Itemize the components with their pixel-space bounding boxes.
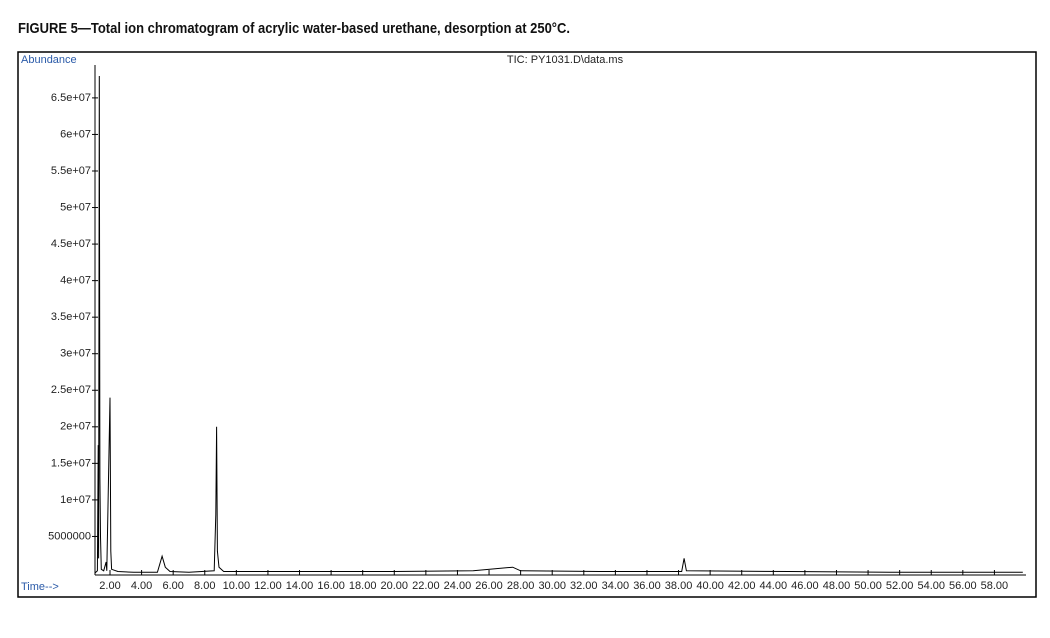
x-tick-label: 36.00 [633,580,661,592]
x-tick-label: 56.00 [949,580,977,592]
y-tick-label: 1.5e+07 [51,457,91,469]
y-tick-label: 4e+07 [60,275,91,287]
frame [17,51,1037,598]
x-tick-label: 10.00 [223,580,251,592]
y-tick-label: 3.5e+07 [51,311,91,323]
x-tick-label: 50.00 [854,580,882,592]
signal-line [94,75,1023,574]
x-tick-label: 24.00 [444,580,472,592]
y-tick-label: 6e+07 [60,128,91,140]
y-axis-label: Abundance [21,54,77,66]
x-tick-label: 12.00 [254,580,282,592]
x-tick-label: 28.00 [507,580,535,592]
x-tick-label: 52.00 [886,580,914,592]
x-tick-label: 42.00 [728,580,756,592]
x-tick-label: 2.00 [99,580,120,592]
y-tick-label: 5.5e+07 [51,165,91,177]
x-tick-label: 14.00 [286,580,314,592]
x-tick-label: 16.00 [317,580,345,592]
x-tick-label: 40.00 [696,580,724,592]
x-tick-label: 44.00 [760,580,788,592]
chart-title: FIGURE 5—Total ion chromatogram of acryl… [18,20,570,37]
x-tick-label: 54.00 [917,580,945,592]
y-tick-label: 5000000 [48,530,91,542]
x-tick-label: 32.00 [570,580,598,592]
x-axis-label: Time--> [21,581,59,593]
x-tick-label: 6.00 [162,580,183,592]
x-tick-label: 8.00 [194,580,215,592]
x-tick-label: 26.00 [475,580,503,592]
x-tick-label: 48.00 [823,580,851,592]
x-tick-label: 30.00 [538,580,566,592]
y-tick-label: 2.5e+07 [51,384,91,396]
x-tick-label: 38.00 [665,580,693,592]
y-tick-label: 6.5e+07 [51,92,91,104]
x-tick-label: 34.00 [602,580,630,592]
x-tick-label: 22.00 [412,580,440,592]
y-tick-label: 3e+07 [60,348,91,360]
y-tick-label: 5e+07 [60,201,91,213]
y-tick-label: 1e+07 [60,494,91,506]
y-tick-label: 2e+07 [60,421,91,433]
x-tick-label: 4.00 [131,580,152,592]
y-tick-label: 4.5e+07 [51,238,91,250]
x-tick-label: 46.00 [791,580,819,592]
x-tick-label: 20.00 [381,580,409,592]
x-tick-label: 18.00 [349,580,377,592]
annotation: TIC: PY1031.D\data.ms [507,54,624,66]
x-tick-label: 58.00 [981,580,1009,592]
